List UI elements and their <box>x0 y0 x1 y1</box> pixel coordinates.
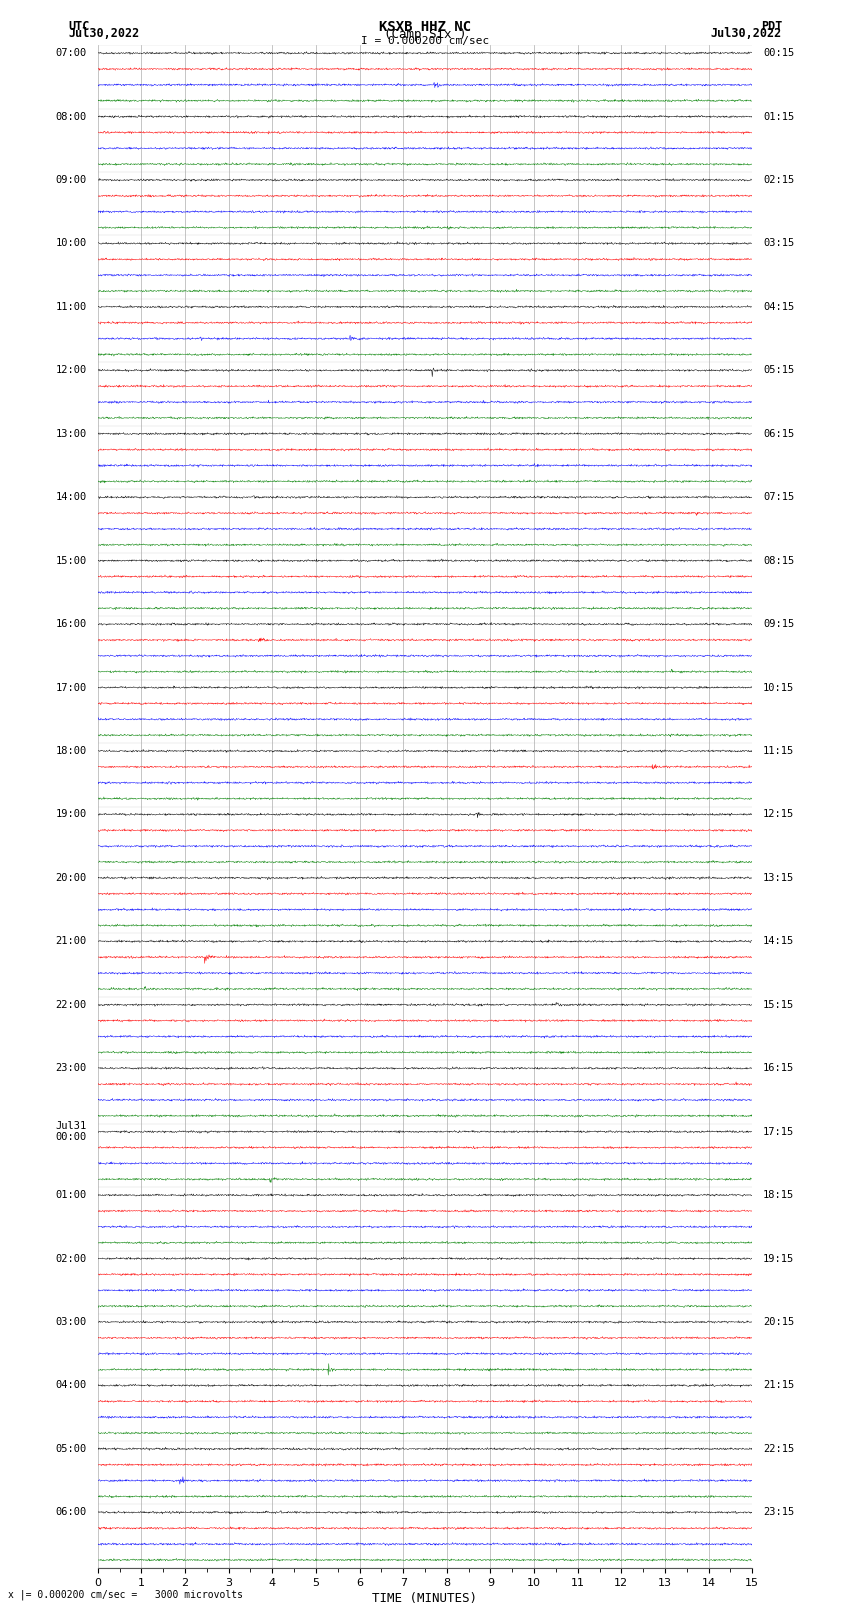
Text: Jul30,2022: Jul30,2022 <box>68 26 139 40</box>
Text: 13:15: 13:15 <box>763 873 795 882</box>
Text: 07:15: 07:15 <box>763 492 795 502</box>
Text: 16:15: 16:15 <box>763 1063 795 1073</box>
Text: 05:15: 05:15 <box>763 365 795 376</box>
Text: 14:15: 14:15 <box>763 936 795 947</box>
Text: 21:00: 21:00 <box>55 936 87 947</box>
Text: PDT: PDT <box>761 19 782 34</box>
Text: 23:00: 23:00 <box>55 1063 87 1073</box>
Text: 15:00: 15:00 <box>55 555 87 566</box>
Text: 12:15: 12:15 <box>763 810 795 819</box>
Text: 17:00: 17:00 <box>55 682 87 692</box>
Text: 01:00: 01:00 <box>55 1190 87 1200</box>
Text: 11:00: 11:00 <box>55 302 87 311</box>
Text: 02:00: 02:00 <box>55 1253 87 1263</box>
Text: 20:15: 20:15 <box>763 1316 795 1327</box>
Text: 16:00: 16:00 <box>55 619 87 629</box>
Text: 02:15: 02:15 <box>763 174 795 185</box>
Text: 14:00: 14:00 <box>55 492 87 502</box>
Text: 04:00: 04:00 <box>55 1381 87 1390</box>
Text: 08:00: 08:00 <box>55 111 87 121</box>
Text: 00:15: 00:15 <box>763 48 795 58</box>
Text: 09:15: 09:15 <box>763 619 795 629</box>
Text: 17:15: 17:15 <box>763 1126 795 1137</box>
Text: 19:00: 19:00 <box>55 810 87 819</box>
Text: 01:15: 01:15 <box>763 111 795 121</box>
Text: KSXB HHZ NC: KSXB HHZ NC <box>379 19 471 34</box>
Text: 11:15: 11:15 <box>763 745 795 756</box>
Text: 23:15: 23:15 <box>763 1507 795 1518</box>
Text: 07:00: 07:00 <box>55 48 87 58</box>
Text: 19:15: 19:15 <box>763 1253 795 1263</box>
Text: 03:00: 03:00 <box>55 1316 87 1327</box>
Text: 13:00: 13:00 <box>55 429 87 439</box>
Text: Jul31
00:00: Jul31 00:00 <box>55 1121 87 1142</box>
Text: 10:15: 10:15 <box>763 682 795 692</box>
Text: 22:15: 22:15 <box>763 1444 795 1453</box>
Text: 06:00: 06:00 <box>55 1507 87 1518</box>
Text: 06:15: 06:15 <box>763 429 795 439</box>
Text: 15:15: 15:15 <box>763 1000 795 1010</box>
Text: 04:15: 04:15 <box>763 302 795 311</box>
Text: I = 0.000200 cm/sec: I = 0.000200 cm/sec <box>361 37 489 47</box>
Text: x |= 0.000200 cm/sec =   3000 microvolts: x |= 0.000200 cm/sec = 3000 microvolts <box>8 1589 243 1600</box>
Text: 18:15: 18:15 <box>763 1190 795 1200</box>
Text: 08:15: 08:15 <box>763 555 795 566</box>
Text: 09:00: 09:00 <box>55 174 87 185</box>
Text: 20:00: 20:00 <box>55 873 87 882</box>
Text: 05:00: 05:00 <box>55 1444 87 1453</box>
Text: 12:00: 12:00 <box>55 365 87 376</box>
Text: UTC: UTC <box>68 19 89 34</box>
Text: (Camp Six ): (Camp Six ) <box>383 29 467 42</box>
Text: 18:00: 18:00 <box>55 745 87 756</box>
Text: Jul30,2022: Jul30,2022 <box>711 26 782 40</box>
Text: 22:00: 22:00 <box>55 1000 87 1010</box>
Text: 10:00: 10:00 <box>55 239 87 248</box>
Text: 03:15: 03:15 <box>763 239 795 248</box>
X-axis label: TIME (MINUTES): TIME (MINUTES) <box>372 1592 478 1605</box>
Text: 21:15: 21:15 <box>763 1381 795 1390</box>
